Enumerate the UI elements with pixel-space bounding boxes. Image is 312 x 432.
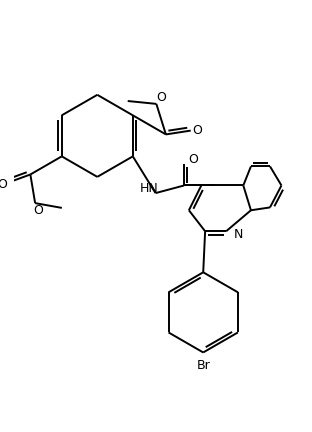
Text: O: O xyxy=(156,91,166,104)
Text: Br: Br xyxy=(196,359,210,372)
Text: O: O xyxy=(189,153,199,166)
Text: HN: HN xyxy=(139,182,158,195)
Text: N: N xyxy=(234,228,243,241)
Text: O: O xyxy=(0,178,7,191)
Text: O: O xyxy=(193,124,202,137)
Text: O: O xyxy=(33,204,43,217)
